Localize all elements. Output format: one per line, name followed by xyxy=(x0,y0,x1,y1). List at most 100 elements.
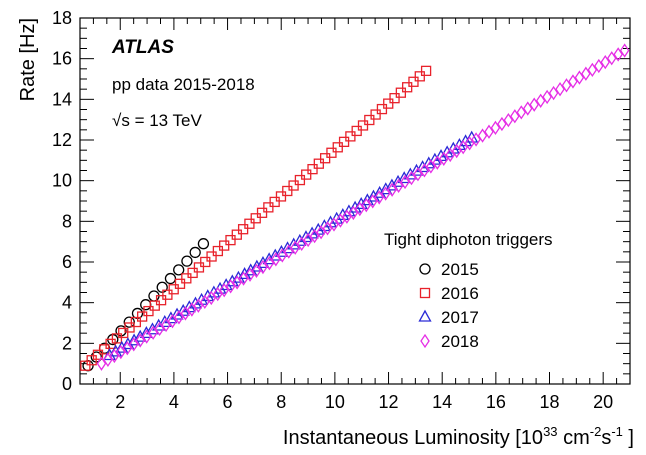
series-2016 xyxy=(80,65,432,371)
y-tick-label: 2 xyxy=(62,333,72,353)
point-2018 xyxy=(128,337,139,352)
point-2018 xyxy=(187,302,197,317)
point-2016 xyxy=(92,349,104,360)
x-axis-title-suffix: ] xyxy=(623,427,634,449)
point-2016 xyxy=(99,344,110,355)
x-tick-label: 20 xyxy=(593,392,613,412)
point-2018 xyxy=(335,213,346,228)
point-2016 xyxy=(402,82,413,93)
point-2016 xyxy=(294,174,306,186)
y-tick-label: 14 xyxy=(52,89,72,109)
point-2016 xyxy=(275,191,287,202)
x-tick-label: 18 xyxy=(539,392,559,412)
point-2018 xyxy=(568,74,578,89)
point-2018 xyxy=(193,298,204,313)
y-tick-label: 6 xyxy=(62,252,72,272)
point-2016 xyxy=(181,273,192,284)
point-2018 xyxy=(238,271,249,286)
y-tick-label: 8 xyxy=(62,211,72,231)
point-2015 xyxy=(197,238,210,250)
y-tick-label: 4 xyxy=(62,293,72,313)
point-2016 xyxy=(86,355,97,366)
point-2016 xyxy=(130,316,141,328)
point-2018 xyxy=(219,283,229,298)
point-2018 xyxy=(574,70,585,85)
point-2018 xyxy=(251,263,262,279)
point-2018 xyxy=(393,178,404,194)
point-2015 xyxy=(173,264,185,276)
point-2016 xyxy=(187,267,198,279)
point-2018 xyxy=(439,151,449,166)
point-2016 xyxy=(200,256,211,268)
point-2016 xyxy=(237,224,249,235)
axes-layer: 2 4 6 8 10 12 14 16 18 20 0 2 4 6 8 10 12 14 16 18 xyxy=(52,8,631,412)
point-2018 xyxy=(426,159,436,174)
point-2018 xyxy=(212,286,223,302)
point-2018 xyxy=(141,329,152,344)
point-2016 xyxy=(149,300,160,311)
point-2016 xyxy=(395,87,407,98)
point-2016 xyxy=(256,207,268,218)
legend-label-2016: 2016 xyxy=(441,284,479,303)
point-2016 xyxy=(168,284,179,295)
point-2018 xyxy=(232,275,242,290)
y-tick-label: 0 xyxy=(62,374,72,394)
point-2018 xyxy=(594,58,604,74)
point-2016 xyxy=(174,278,186,289)
point-2018 xyxy=(167,313,178,329)
point-2016 xyxy=(105,338,116,350)
point-2016 xyxy=(414,71,425,82)
point-2017 xyxy=(397,171,411,184)
point-2018 xyxy=(387,182,397,197)
x-axis-title-exp2: -2 xyxy=(590,424,602,439)
point-2018 xyxy=(374,190,384,205)
point-2018 xyxy=(103,352,113,367)
legend-marker-2016 xyxy=(419,287,431,299)
point-2018 xyxy=(458,140,468,155)
x-tick-label: 14 xyxy=(432,392,452,412)
point-2018 xyxy=(180,306,191,321)
point-2018 xyxy=(245,267,255,282)
point-2016 xyxy=(193,262,205,273)
legend-marker-2017 xyxy=(418,309,432,322)
point-2018 xyxy=(484,124,494,139)
point-2016 xyxy=(212,245,224,257)
x-tick-label: 12 xyxy=(379,392,399,412)
point-2018 xyxy=(225,279,236,294)
legend-label-2017: 2017 xyxy=(441,308,479,327)
point-2016 xyxy=(364,114,375,126)
point-2016 xyxy=(408,76,419,87)
point-2018 xyxy=(296,236,307,251)
point-2018 xyxy=(555,82,565,97)
point-2016 xyxy=(389,93,400,104)
x-tick-label: 4 xyxy=(169,392,179,412)
y-tick-label: 18 xyxy=(52,8,72,28)
point-2015 xyxy=(140,299,152,311)
point-2016 xyxy=(250,213,261,224)
point-2016 xyxy=(219,240,230,251)
x-axis-title: Instantaneous Luminosity [1033 cm-2s-1 ] xyxy=(283,424,634,449)
point-2016 xyxy=(263,202,274,213)
y-tick-label: 16 xyxy=(52,49,72,69)
point-2016 xyxy=(383,98,394,109)
point-2016 xyxy=(332,142,343,153)
point-2018 xyxy=(303,232,313,248)
point-2016 xyxy=(231,229,242,240)
point-2018 xyxy=(116,344,126,360)
point-2017 xyxy=(225,274,239,287)
point-2018 xyxy=(451,143,462,159)
series-2018 xyxy=(96,43,630,371)
point-2018 xyxy=(619,43,630,58)
point-2018 xyxy=(406,170,417,186)
point-2016 xyxy=(282,185,293,197)
point-2016 xyxy=(124,322,135,333)
point-2018 xyxy=(542,89,552,105)
point-2018 xyxy=(497,116,507,132)
point-2018 xyxy=(606,51,617,66)
point-2016 xyxy=(351,125,362,137)
legend-label-2015: 2015 xyxy=(441,260,479,279)
legend-marker-2018 xyxy=(420,333,430,349)
point-2016 xyxy=(338,136,350,147)
point-2016 xyxy=(162,289,173,300)
